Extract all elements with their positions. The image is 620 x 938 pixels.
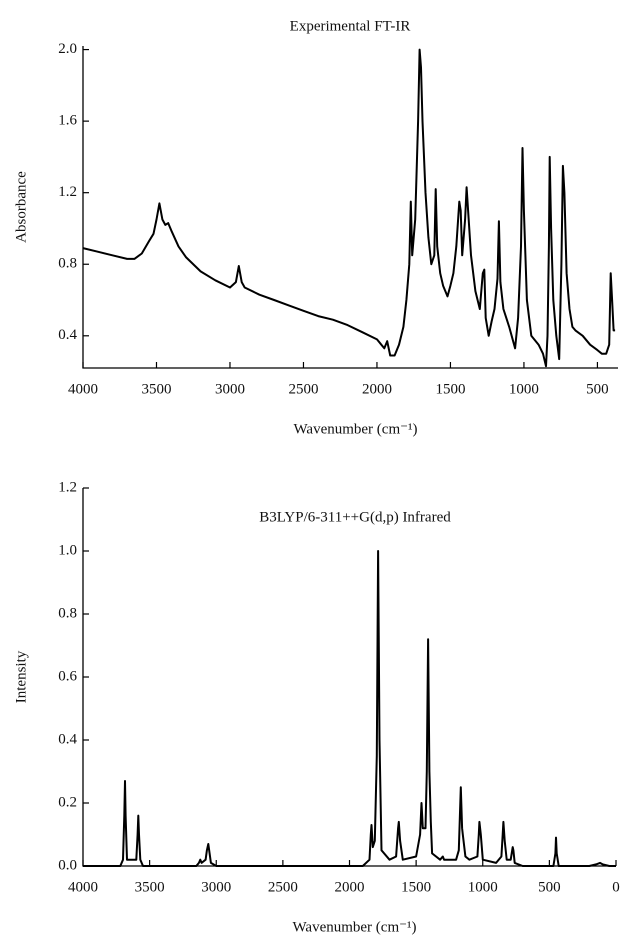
x-tick-label: 2500 [288, 381, 318, 397]
x-tick-label: 3500 [135, 879, 165, 895]
x-tick-label: 2500 [268, 879, 298, 895]
x-tick-label: 0 [612, 879, 620, 895]
axes [82, 46, 618, 369]
x-tick-label: 500 [586, 381, 609, 397]
x-axis-label: Wavenumber (cm⁻¹) [292, 919, 416, 935]
y-axis-label: Absorbance [13, 171, 29, 243]
y-tick-label: 1.2 [58, 184, 77, 200]
x-axis-label: Wavenumber (cm⁻¹) [293, 421, 417, 437]
x-tick-label: 3000 [201, 879, 231, 895]
x-tick-label: 2000 [362, 381, 392, 397]
y-axis-label: Intensity [13, 650, 29, 703]
y-tick-label: 1.6 [58, 113, 77, 129]
y-tick-label: 1.0 [58, 542, 77, 558]
x-tick-label: 1500 [435, 381, 465, 397]
y-tick-label: 0.4 [58, 327, 77, 343]
axes [82, 488, 616, 867]
spectrum-line [82, 48, 616, 368]
x-tick-label: 3500 [141, 381, 171, 397]
x-tick-label: 500 [538, 879, 561, 895]
y-tick-label: 0.0 [58, 857, 77, 873]
x-tick-label: 3000 [215, 381, 245, 397]
y-tick-label: 0.4 [58, 731, 77, 747]
x-tick-label: 1000 [468, 879, 498, 895]
x-tick-label: 4000 [68, 879, 98, 895]
spectrum-line [83, 550, 616, 867]
x-tick-label: 1500 [401, 879, 431, 895]
x-tick-label: 1000 [509, 381, 539, 397]
y-tick-label: 0.6 [58, 668, 77, 684]
y-tick-label: 0.2 [58, 794, 77, 810]
y-tick-label: 0.8 [58, 605, 77, 621]
x-tick-label: 2000 [335, 879, 365, 895]
x-tick-label: 4000 [68, 381, 98, 397]
chart-title: B3LYP/6-311++G(d,p) Infrared [259, 509, 451, 525]
y-tick-label: 2.0 [58, 41, 77, 57]
y-tick-label: 0.8 [58, 256, 77, 272]
y-tick-label: 1.2 [58, 479, 77, 495]
chart-title: Experimental FT-IR [290, 18, 411, 34]
